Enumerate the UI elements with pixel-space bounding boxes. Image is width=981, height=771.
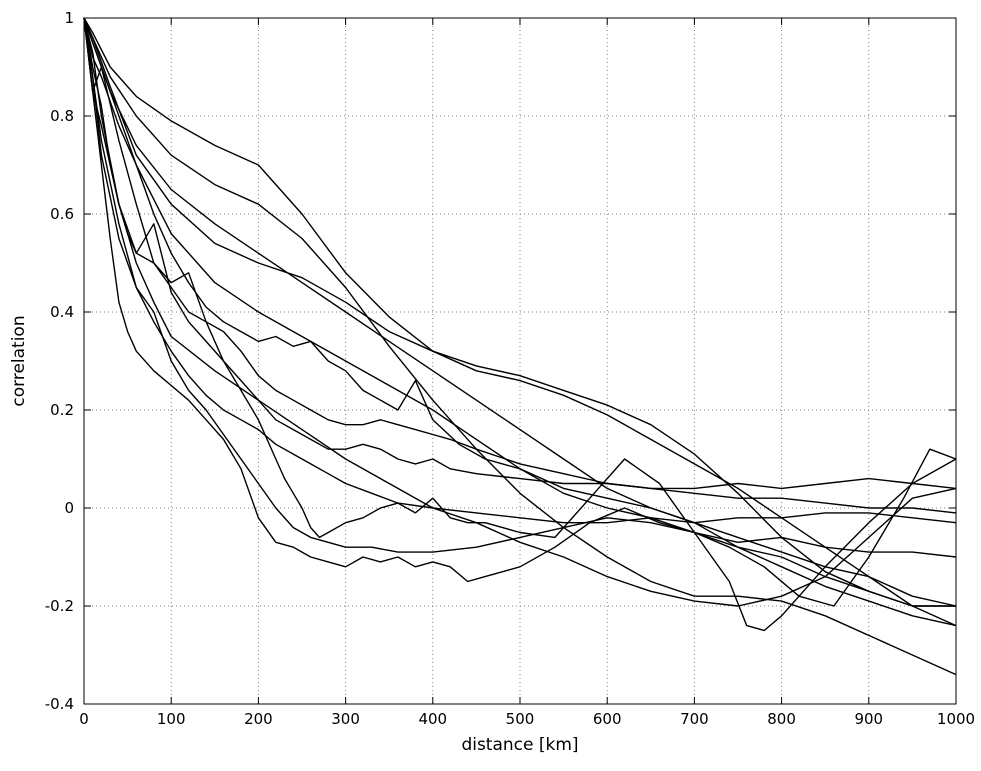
x-tick-label: 800 bbox=[767, 710, 796, 728]
x-tick-label: 300 bbox=[331, 710, 360, 728]
y-tick-label: 0.6 bbox=[50, 205, 74, 223]
x-tick-label: 200 bbox=[244, 710, 273, 728]
y-tick-label: 0.2 bbox=[50, 401, 74, 419]
x-tick-label: 500 bbox=[506, 710, 535, 728]
x-tick-label: 900 bbox=[854, 710, 883, 728]
y-tick-label: -0.2 bbox=[45, 597, 74, 615]
y-tick-label: 0.8 bbox=[50, 107, 74, 125]
x-tick-label: 600 bbox=[593, 710, 622, 728]
y-tick-label: 1 bbox=[64, 9, 74, 27]
y-tick-label: 0.4 bbox=[50, 303, 74, 321]
y-tick-label: 0 bbox=[64, 499, 74, 517]
y-tick-label: -0.4 bbox=[45, 695, 74, 713]
x-tick-label: 0 bbox=[79, 710, 89, 728]
y-axis-label: correlation bbox=[9, 315, 29, 406]
x-tick-label: 100 bbox=[157, 710, 186, 728]
x-axis-label: distance [km] bbox=[461, 735, 578, 755]
x-tick-label: 400 bbox=[418, 710, 447, 728]
x-tick-label: 700 bbox=[680, 710, 709, 728]
x-tick-label: 1000 bbox=[937, 710, 975, 728]
